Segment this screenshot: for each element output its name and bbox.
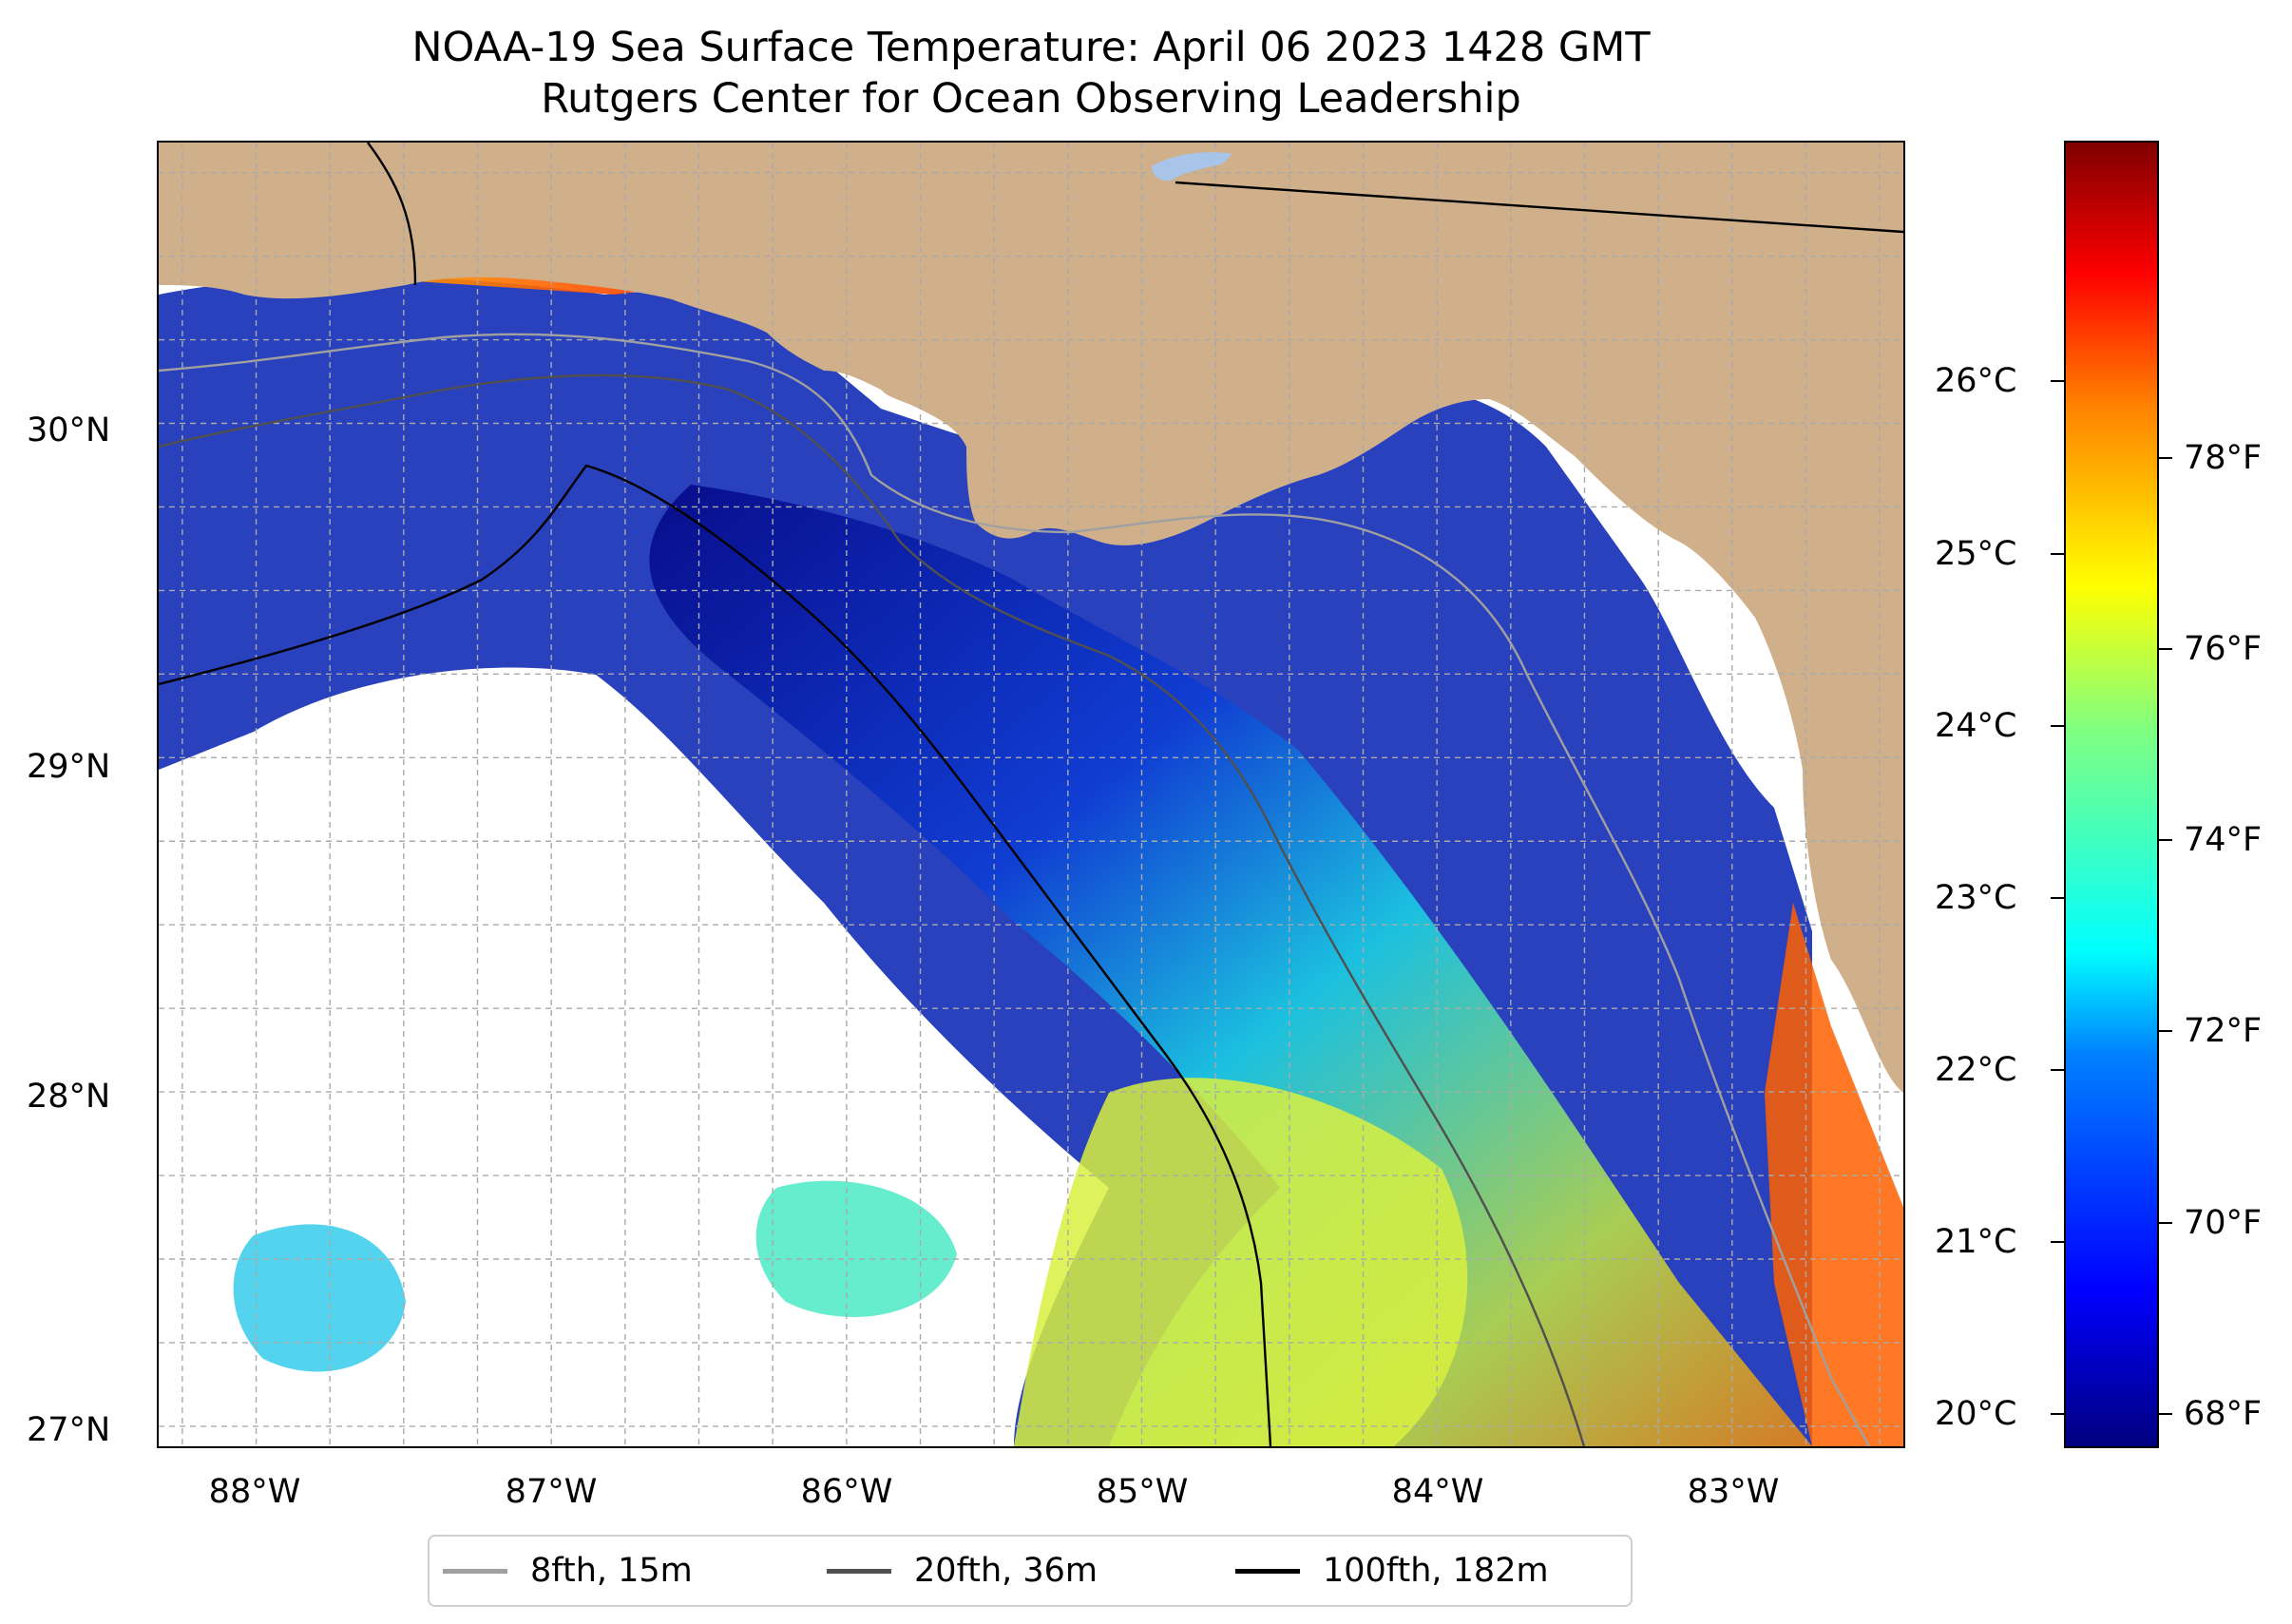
x-tick-label: 87°W [505,1473,598,1511]
isobath-100fth [159,464,1272,1446]
colorbar-label-celsius: 25°C [1935,534,2017,573]
colorbar-label-celsius: 26°C [1935,362,2017,401]
colorbar-label-fahrenheit: 72°F [2184,1012,2263,1051]
x-tick-label: 85°W [1096,1473,1189,1511]
y-tick-label: 27°N [27,1411,111,1449]
colorbar-label-fahrenheit: 74°F [2184,821,2263,860]
colorbar-tick-celsius [2051,896,2064,899]
colorbar-label-celsius: 21°C [1935,1222,2017,1261]
sst-south-patch [1014,1078,1468,1446]
colorbar-tick-fahrenheit [2159,1412,2172,1415]
colorbar-label-fahrenheit: 68°F [2184,1394,2263,1433]
sst-mid-patch [755,1180,957,1317]
legend-label: 20fth, 36m [914,1552,1098,1590]
land-mass [159,143,1903,1093]
state-border [367,143,417,286]
colorbar-tick-celsius [2051,1240,2064,1243]
colorbar-tick-fahrenheit [2159,839,2172,842]
isobath-20fth [159,373,1586,1446]
sst-map [157,141,1905,1448]
border-line [1175,181,1903,234]
colorbar-label-celsius: 24°C [1935,706,2017,745]
colorbar-label-fahrenheit: 70°F [2184,1203,2263,1242]
gridlines [159,143,1903,1446]
legend-swatch [1235,1568,1300,1574]
colorbar-label-celsius: 22°C [1935,1050,2017,1089]
sst-midshelf [649,485,1812,1446]
legend-label: 100fth, 182m [1323,1552,1549,1590]
colorbar-tick-celsius [2051,724,2064,727]
legend-item-8fth: 8fth, 15m [443,1537,693,1605]
x-tick-label: 86°W [800,1473,893,1511]
colorbar-label-fahrenheit: 78°F [2184,438,2263,477]
colorbar-label-fahrenheit: 76°F [2184,630,2263,669]
legend-item-20fth: 20fth, 36m [827,1537,1098,1605]
map-subtitle: Rutgers Center for Ocean Observing Leade… [541,75,1521,123]
colorbar-tick-celsius [2051,380,2064,383]
legend-swatch [827,1568,891,1574]
isobaths [159,143,1903,1446]
colorbar-tick-celsius [2051,1068,2064,1071]
legend-swatch [443,1568,507,1574]
colorbar [2064,141,2159,1448]
lake [1152,152,1232,182]
colorbar-tick-fahrenheit [2159,1030,2172,1033]
sst-sw-patch [233,1224,406,1372]
colorbar-tick-celsius [2051,552,2064,555]
x-tick-label: 83°W [1687,1473,1780,1511]
legend-label: 8fth, 15m [530,1552,693,1590]
y-tick-label: 28°N [27,1078,111,1116]
colorbar-label-celsius: 20°C [1935,1394,2017,1433]
colorbar-tick-fahrenheit [2159,1221,2172,1224]
x-tick-label: 84°W [1391,1473,1484,1511]
y-tick-label: 29°N [27,748,111,786]
sst-data-layer [159,200,1903,1446]
isobath-legend: 8fth, 15m 20fth, 36m 100fth, 182m [428,1535,1633,1607]
map-title: NOAA-19 Sea Surface Temperature: April 0… [411,24,1651,71]
isobath-8fth [159,333,1871,1446]
colorbar-tick-fahrenheit [2159,456,2172,459]
y-tick-label: 30°N [27,411,111,449]
x-tick-label: 88°W [208,1473,301,1511]
colorbar-label-celsius: 23°C [1935,878,2017,917]
colorbar-tick-celsius [2051,1412,2064,1415]
colorbar-tick-fahrenheit [2159,648,2172,651]
legend-item-100fth: 100fth, 182m [1235,1537,1549,1605]
sst-coastal-fringe-east [1765,903,1903,1446]
